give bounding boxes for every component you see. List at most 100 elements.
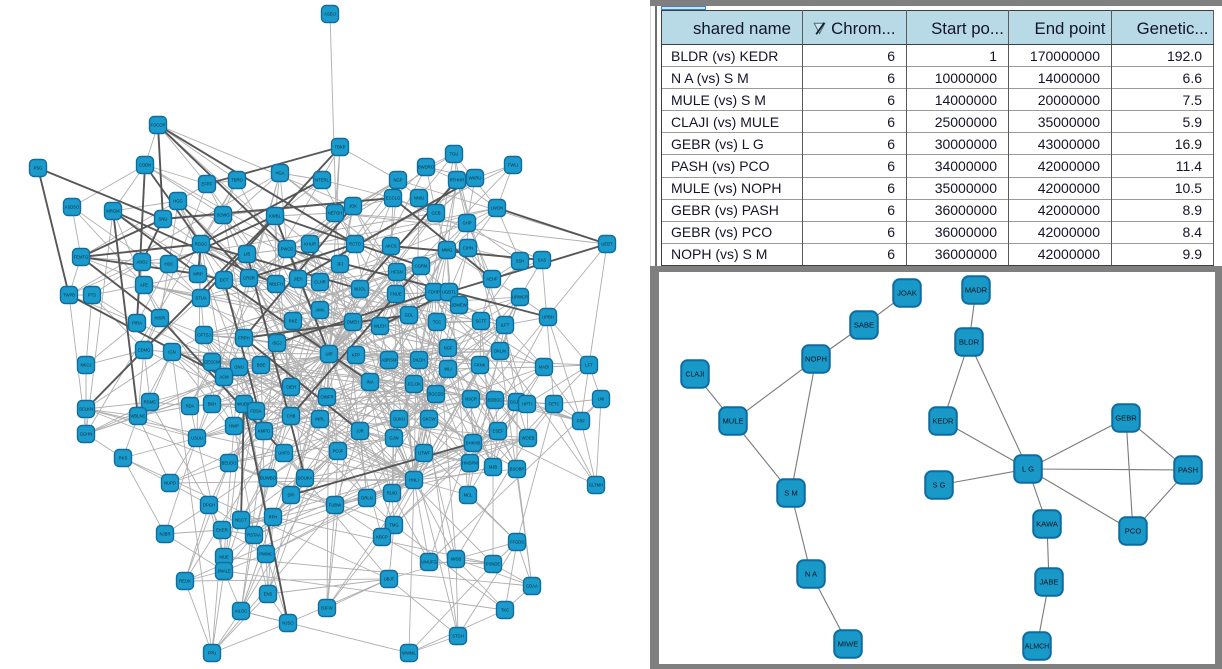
svg-text:BJFW: BJFW <box>321 606 332 611</box>
svg-text:MADR: MADR <box>965 286 988 295</box>
svg-text:BSOBP: BSOBP <box>510 467 525 472</box>
svg-text:PWMC: PWMC <box>259 552 272 557</box>
svg-text:PPU: PPU <box>208 651 217 656</box>
svg-text:RUIO: RUIO <box>387 491 398 496</box>
svg-text:RKS: RKS <box>119 456 128 461</box>
svg-text:BEUDO: BEUDO <box>222 461 238 466</box>
svg-text:EFRF: EFRF <box>202 182 213 187</box>
svg-text:EKER: EKER <box>216 528 227 533</box>
svg-text:ILFT: ILFT <box>501 323 510 328</box>
svg-text:S M: S M <box>784 489 798 498</box>
svg-text:FDHP: FDHP <box>428 290 440 295</box>
svg-text:MUE: MUE <box>219 555 229 560</box>
svg-text:HNLI: HNLI <box>409 478 419 483</box>
svg-text:OINFR: OINFR <box>320 395 333 400</box>
svg-text:GEBR: GEBR <box>1115 414 1137 423</box>
svg-text:MIWE: MIWE <box>838 640 859 649</box>
svg-text:GJW: GJW <box>389 436 398 441</box>
svg-text:NBLFH: NBLFH <box>269 282 283 287</box>
svg-text:WLEH: WLEH <box>374 324 386 329</box>
svg-text:KHUR: KHUR <box>304 242 316 247</box>
svg-text:TWPB: TWPB <box>63 293 75 298</box>
svg-text:ESEF: ESEF <box>493 429 504 434</box>
svg-text:CLHR: CLHR <box>314 280 325 285</box>
svg-text:HGA: HGA <box>275 171 284 176</box>
svg-text:CIHN: CIHN <box>463 246 473 251</box>
svg-text:FKNK: FKNK <box>474 363 485 368</box>
svg-text:JDMEW: JDMEW <box>451 303 466 308</box>
svg-text:GCB: GCB <box>431 211 440 216</box>
svg-text:HPTI: HPTI <box>522 402 532 407</box>
svg-text:RSMC: RSMC <box>144 400 156 405</box>
svg-text:KMPG: KMPG <box>258 429 270 434</box>
svg-text:WJOL: WJOL <box>354 287 366 292</box>
svg-text:MJB: MJB <box>489 465 498 470</box>
svg-text:BGCDD: BGCDD <box>428 392 443 397</box>
svg-text:FETC: FETC <box>549 402 560 407</box>
svg-text:WLI: WLI <box>444 367 451 372</box>
svg-text:ACM: ACM <box>219 375 229 380</box>
svg-text:JCLOK: JCLOK <box>407 382 421 387</box>
svg-text:BDE: BDE <box>257 363 266 368</box>
svg-text:TBRO: TBRO <box>231 178 243 183</box>
svg-text:SCLKN: SCLKN <box>79 407 93 412</box>
svg-text:JFJ: JFJ <box>337 262 344 267</box>
svg-text:NGP: NGP <box>393 178 402 183</box>
svg-text:L G: L G <box>1022 465 1034 474</box>
svg-text:HDC: HDC <box>164 262 173 267</box>
svg-text:ISGJ: ISGJ <box>272 341 281 346</box>
svg-text:CIEH: CIEH <box>286 385 296 390</box>
svg-text:PTS: PTS <box>88 293 96 298</box>
svg-text:UEBT: UEBT <box>601 242 613 247</box>
svg-text:DRLN: DRLN <box>361 496 372 501</box>
svg-text:BUWBO: BUWBO <box>260 476 277 481</box>
svg-text:LIB: LIB <box>244 252 250 257</box>
svg-text:DILDH: DILDH <box>413 358 426 363</box>
svg-text:NETOH: NETOH <box>328 211 343 216</box>
svg-text:TCC: TCC <box>433 320 442 325</box>
svg-text:RDA: RDA <box>186 404 195 409</box>
svg-text:WBLNC: WBLNC <box>130 414 145 419</box>
svg-text:GUKU: GUKU <box>393 417 405 422</box>
svg-text:JOAK: JOAK <box>897 289 917 298</box>
svg-text:NJSO: NJSO <box>282 621 294 626</box>
svg-text:JIEH: JIEH <box>293 277 302 282</box>
svg-text:DCT: DCT <box>220 278 229 283</box>
svg-text:NUPD: NUPD <box>164 481 176 486</box>
svg-text:SABE: SABE <box>854 321 874 330</box>
svg-text:WWML: WWML <box>402 651 416 656</box>
svg-text:REUK: REUK <box>179 579 191 584</box>
svg-text:UHFS: UHFS <box>278 451 290 456</box>
svg-text:GLTMH: GLTMH <box>589 483 603 488</box>
svg-text:MAOI: MAOI <box>539 365 550 370</box>
svg-text:DMEH: DMEH <box>347 320 359 325</box>
svg-text:NOPH: NOPH <box>805 355 827 364</box>
svg-text:FRF: FRF <box>577 419 586 424</box>
svg-text:CHB: CHB <box>287 414 296 419</box>
svg-text:KAWA: KAWA <box>1036 520 1059 529</box>
svg-text:UIP: UIP <box>326 352 333 357</box>
svg-text:AFE: AFE <box>140 283 148 288</box>
svg-text:GSJDO: GSJDO <box>510 400 525 405</box>
svg-text:PCO: PCO <box>1125 527 1142 536</box>
svg-text:STUA: STUA <box>195 296 206 301</box>
svg-text:SNU: SNU <box>159 217 168 222</box>
svg-text:GGHN: GGHN <box>80 432 93 437</box>
svg-text:UPBH: UPBH <box>542 315 554 320</box>
svg-text:ASEIJ: ASEIJ <box>324 12 336 17</box>
svg-text:AKCS: AKCS <box>385 244 397 249</box>
svg-text:SAS: SAS <box>538 258 547 263</box>
svg-text:AEHF: AEHF <box>486 277 498 282</box>
svg-text:MULE: MULE <box>722 417 743 426</box>
svg-text:GHP: GHP <box>462 221 471 226</box>
svg-text:TMG: TMG <box>389 523 398 528</box>
svg-text:POJF: POJF <box>333 449 344 454</box>
svg-text:BLDR: BLDR <box>959 338 980 347</box>
svg-text:UTWF: UTWF <box>418 451 431 456</box>
svg-text:NKCJ: NKCJ <box>81 363 92 368</box>
svg-text:KFP: KFP <box>352 353 360 358</box>
svg-text:HGG: HGG <box>173 199 183 204</box>
svg-text:DPGH: DPGH <box>203 503 215 508</box>
svg-text:ASDSO: ASDSO <box>65 205 80 210</box>
svg-text:FEMTG: FEMTG <box>74 255 89 260</box>
